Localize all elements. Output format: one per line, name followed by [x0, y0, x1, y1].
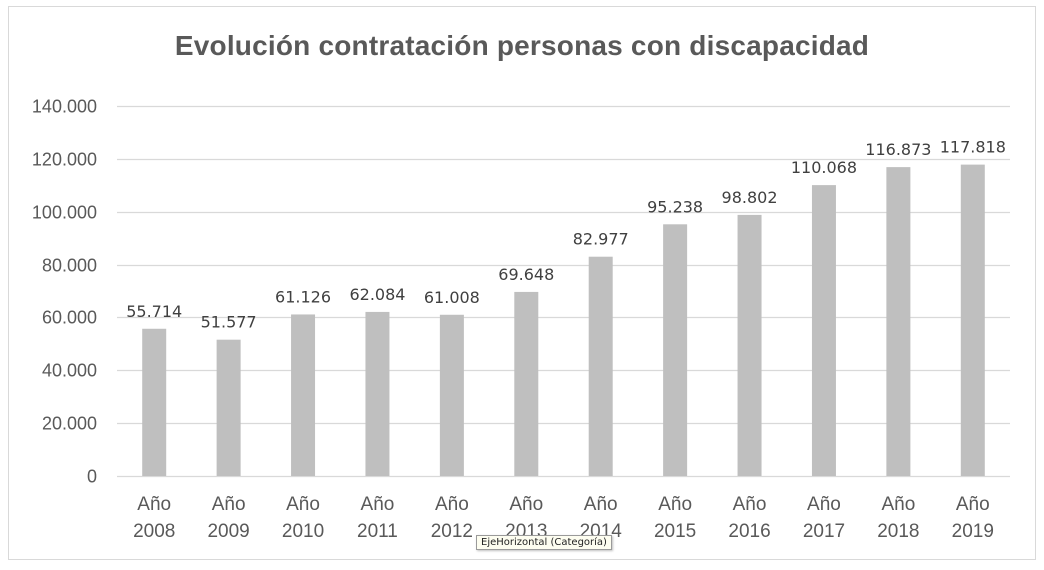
gridlines [117, 105, 1010, 478]
bar[interactable] [886, 167, 911, 477]
x-tick-label: Año [435, 494, 469, 515]
x-tick-label: 2017 [803, 521, 845, 542]
data-label: 51.577 [201, 313, 257, 332]
x-tick-label: Año [807, 494, 841, 515]
bar[interactable] [142, 328, 167, 476]
x-tick-label: Año [212, 494, 246, 515]
bar[interactable] [811, 185, 836, 476]
x-tick-label: 2009 [207, 521, 249, 542]
data-label: 69.648 [498, 265, 554, 284]
data-label: 82.977 [573, 230, 629, 249]
data-labels: 55.714 51.577 61.126 62.084 61.008 69.648 82.9… [126, 138, 1006, 332]
x-tick-label: Año [286, 494, 320, 515]
chart-title[interactable]: Evolución contratación personas con disc… [174, 30, 870, 61]
data-label: 116.873 [865, 140, 931, 159]
bar[interactable] [663, 224, 688, 476]
y-tick-label: 20.000 [42, 414, 97, 434]
data-label: 61.126 [275, 287, 331, 306]
y-axis-tick-labels: 0 20.000 40.000 60.000 80.000 100.000 120.000 1… [32, 97, 97, 487]
bar[interactable] [216, 339, 241, 476]
data-label: 61.008 [424, 288, 480, 307]
y-tick-label: 100.000 [32, 203, 97, 223]
x-tick-label: 2010 [282, 521, 324, 542]
bar[interactable] [291, 314, 316, 476]
x-tick-label: Año [733, 494, 767, 515]
bar[interactable] [439, 314, 464, 476]
x-tick-label: Año [881, 494, 915, 515]
x-tick-label: 2019 [952, 521, 994, 542]
y-tick-label: 80.000 [42, 256, 97, 276]
data-label: 117.818 [940, 138, 1006, 157]
x-tick-label: Año [584, 494, 618, 515]
bar[interactable] [960, 164, 985, 477]
x-tick-label: Año [137, 494, 171, 515]
x-tick-label: 2015 [654, 521, 696, 542]
data-label: 98.802 [722, 188, 778, 207]
x-tick-label: Año [658, 494, 692, 515]
y-tick-label: 140.000 [32, 97, 97, 117]
x-tick-label: 2008 [133, 521, 175, 542]
data-label: 110.068 [791, 158, 857, 177]
x-tick-label: 2016 [728, 521, 770, 542]
bar[interactable] [588, 256, 613, 476]
bar[interactable] [365, 311, 390, 476]
x-tick-label: 2011 [357, 521, 398, 542]
y-tick-label: 40.000 [42, 361, 97, 381]
axis-tooltip: EjeHorizontal (Categoría) [476, 535, 612, 550]
bars [142, 164, 985, 477]
x-tick-label: Año [956, 494, 990, 515]
x-tick-label: Año [361, 494, 395, 515]
y-tick-label: 0 [87, 467, 97, 487]
bar[interactable] [514, 291, 539, 476]
data-label: 95.238 [647, 197, 703, 216]
x-tick-label: Año [509, 494, 543, 515]
data-label: 62.084 [349, 285, 405, 304]
x-tick-label: 2012 [431, 521, 473, 542]
x-axis-tick-labels: Año 2008 Año 2009 Año 2010 Año 2011 Año 2012 Año 20… [133, 494, 994, 542]
y-tick-label: 120.000 [32, 150, 97, 170]
x-tick-label: 2018 [877, 521, 919, 542]
bar[interactable] [737, 214, 762, 476]
data-label: 55.714 [126, 302, 182, 321]
y-tick-label: 60.000 [42, 308, 97, 328]
